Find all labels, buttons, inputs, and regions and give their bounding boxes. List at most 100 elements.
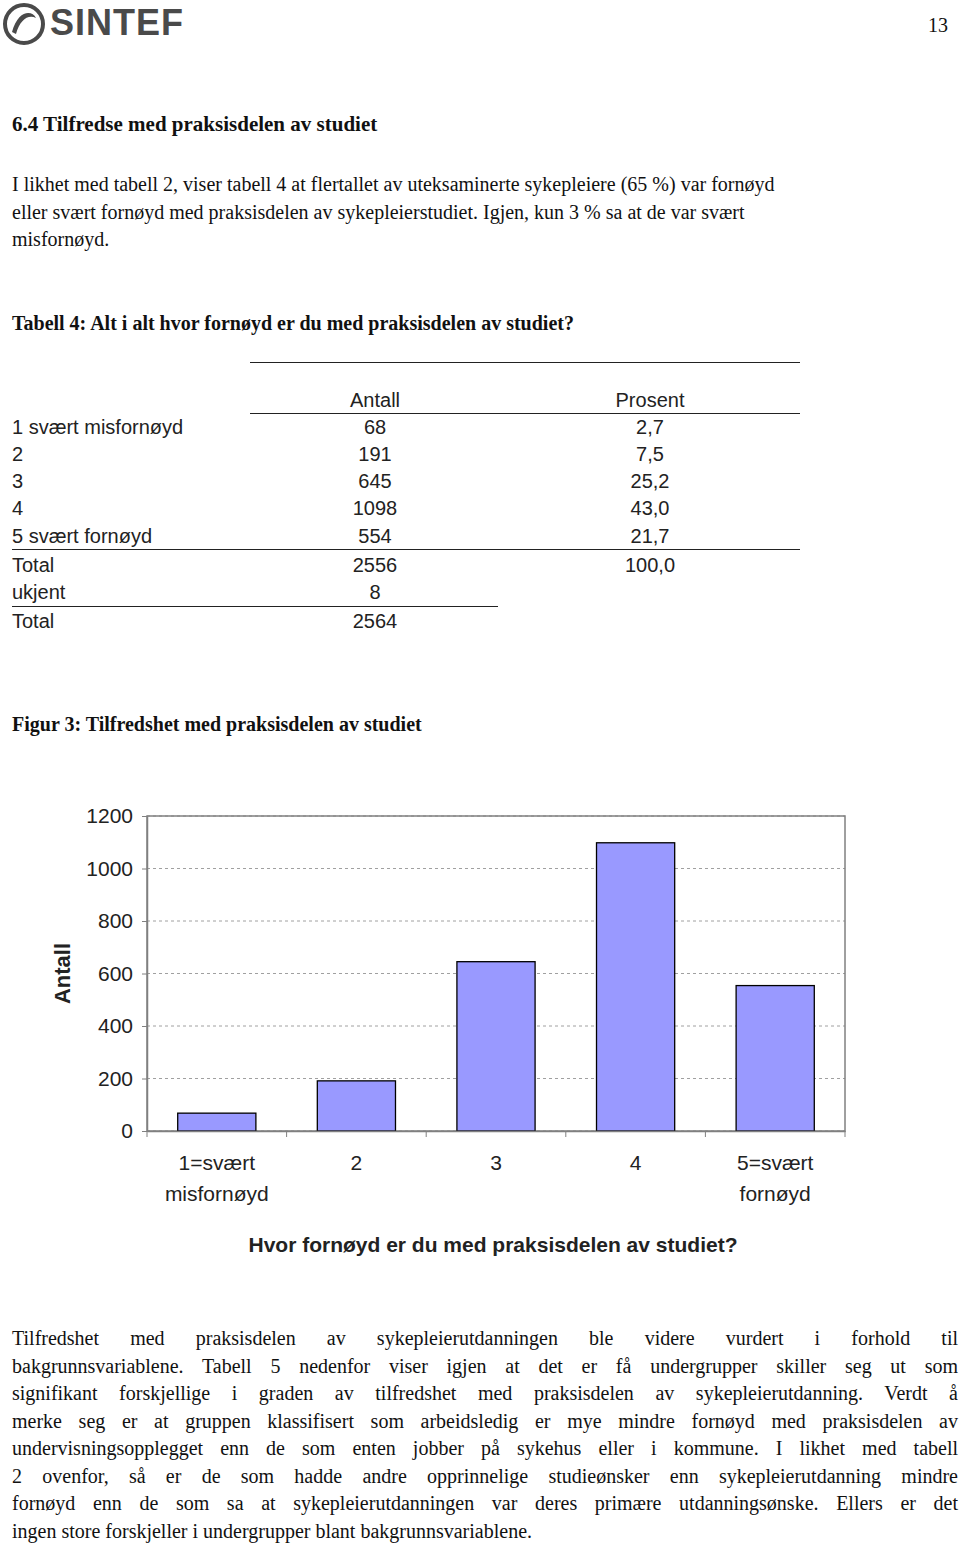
y-tick-label: 600: [98, 962, 133, 985]
y-tick-label: 800: [98, 909, 133, 932]
y-tick: 0: [121, 1119, 147, 1142]
y-tick-label: 200: [98, 1067, 133, 1090]
category-separator: [147, 1131, 148, 1137]
x-tick: 1=svært misfornøyd: [165, 1131, 269, 1205]
logo-icon: [2, 2, 46, 46]
bar: [178, 1113, 256, 1131]
y-tick-label: 0: [121, 1119, 133, 1142]
x-tick-label: 1=svært misfornøyd: [165, 1151, 269, 1206]
y-axis: 0 200 400 600 800 1000 1200: [86, 804, 147, 1142]
section-heading: 6.4 Tilfredse med praksisdelen av studie…: [12, 112, 377, 137]
x-tick-label-line: 3: [490, 1151, 502, 1174]
x-axis-title: Hvor fornøyd er du med praksisdelen av s…: [249, 1233, 738, 1256]
x-tick-label-line: misfornøyd: [165, 1182, 269, 1205]
table-rule: [250, 413, 800, 414]
paragraph-line: I likhet med tabell 2, viser tabell 4 at…: [12, 173, 775, 196]
table-cell: 7,5: [590, 443, 710, 466]
y-tick: 400: [98, 1014, 147, 1037]
logo-swoosh: [12, 13, 36, 34]
bar: [736, 986, 814, 1131]
bar: [317, 1081, 395, 1131]
x-tick-label: 2: [351, 1151, 363, 1174]
bar: [457, 962, 535, 1131]
y-tick-mark: [142, 1026, 147, 1027]
logo-ring: [5, 5, 43, 43]
category-separators: [147, 1131, 845, 1137]
x-tick: 4: [630, 1131, 642, 1174]
category-separator: [426, 1131, 427, 1137]
row-label: 5 svært fornøyd: [12, 525, 152, 548]
paragraph-line: 2 ovenfor, så er de som hadde andre oppr…: [12, 1465, 958, 1488]
grid-line: [147, 868, 845, 869]
category-separator: [565, 1131, 566, 1137]
y-tick: 1200: [86, 804, 147, 827]
row-label: 1 svært misfornøyd: [12, 416, 183, 439]
y-tick-label: 1200: [86, 804, 133, 827]
x-tick-label-line: 1=svært: [179, 1151, 256, 1174]
table-cell: 25,2: [590, 470, 710, 493]
y-tick-mark: [142, 1079, 147, 1080]
x-tick-label-line: 4: [630, 1151, 642, 1174]
table-cell: 1098: [315, 497, 435, 520]
row-label: Total: [12, 610, 54, 633]
row-label: 3: [12, 470, 23, 493]
table-cell: 43,0: [590, 497, 710, 520]
y-tick: 200: [98, 1067, 147, 1090]
table-cell: 21,7: [590, 525, 710, 548]
figure-caption: Figur 3: Tilfredshet med praksisdelen av…: [12, 713, 422, 736]
paragraph-line: undervisningsopplegget enn de som enten …: [12, 1437, 958, 1460]
column-header: Prosent: [590, 389, 710, 412]
category-separator: [845, 1131, 846, 1137]
table-rule: [12, 606, 498, 607]
table-rule: [250, 362, 800, 363]
y-axis-title: Antall: [50, 943, 75, 1004]
logo-text: SINTEF: [50, 2, 184, 44]
plot-frame: [147, 816, 845, 1131]
column-header: Antall: [315, 389, 435, 412]
paragraph-line: eller svært fornøyd med praksisdelen av …: [12, 201, 745, 224]
x-tick-label: 5=svært fornøyd: [737, 1151, 814, 1206]
row-label: 2: [12, 443, 23, 466]
y-tick-mark: [142, 869, 147, 870]
y-tick-mark: [142, 921, 147, 922]
page-number: 13: [928, 14, 948, 37]
y-tick-mark: [142, 974, 147, 975]
x-tick-label-line: 2: [351, 1151, 363, 1174]
paragraph-line: merke seg er at gruppen klassifisert som…: [12, 1410, 958, 1433]
bars: [178, 843, 815, 1131]
grid: [147, 816, 845, 1131]
table-cell: 2564: [315, 610, 435, 633]
paragraph-line: ingen store forskjeller i undergrupper b…: [12, 1520, 532, 1543]
y-tick: 800: [98, 909, 147, 932]
paragraph-line: bakgrunnsvariablene. Tabell 5 nedenfor v…: [12, 1355, 958, 1378]
table-cell: 68: [315, 416, 435, 439]
category-separator: [705, 1131, 706, 1137]
paragraph-line: Tilfredshet med praksisdelen av sykeplei…: [12, 1327, 958, 1350]
table-cell: 191: [315, 443, 435, 466]
x-tick: 5=svært fornøyd: [737, 1131, 814, 1205]
y-tick-mark: [142, 816, 147, 817]
table-cell: 2,7: [590, 416, 710, 439]
paragraph-line: fornøyd enn de som sa at sykepleierutdan…: [12, 1492, 958, 1515]
y-tick: 600: [98, 962, 147, 985]
grid-line: [147, 921, 845, 922]
row-label: Total: [12, 554, 54, 577]
table-caption: Tabell 4: Alt i alt hvor fornøyd er du m…: [12, 312, 574, 335]
y-tick-label: 400: [98, 1014, 133, 1037]
y-tick-label: 1000: [86, 857, 133, 880]
x-axis: 1=svært misfornøyd 2 3 4 5=svært fornøyd: [148, 1131, 846, 1205]
y-tick: 1000: [86, 857, 147, 880]
row-label: ukjent: [12, 581, 65, 604]
table-cell: 645: [315, 470, 435, 493]
x-tick-label: 4: [630, 1151, 642, 1174]
x-tick-label: 3: [490, 1151, 502, 1174]
x-tick-label-line: 5=svært: [737, 1151, 814, 1174]
row-label: 4: [12, 497, 23, 520]
paragraph-line: signifikant forskjellige i graden av til…: [12, 1382, 958, 1405]
x-tick: 3: [490, 1131, 502, 1174]
bar: [597, 843, 675, 1131]
x-tick-label-line: fornøyd: [740, 1182, 811, 1205]
table-cell: 2556: [315, 554, 435, 577]
category-separator: [286, 1131, 287, 1137]
y-tick-mark: [142, 1131, 147, 1132]
